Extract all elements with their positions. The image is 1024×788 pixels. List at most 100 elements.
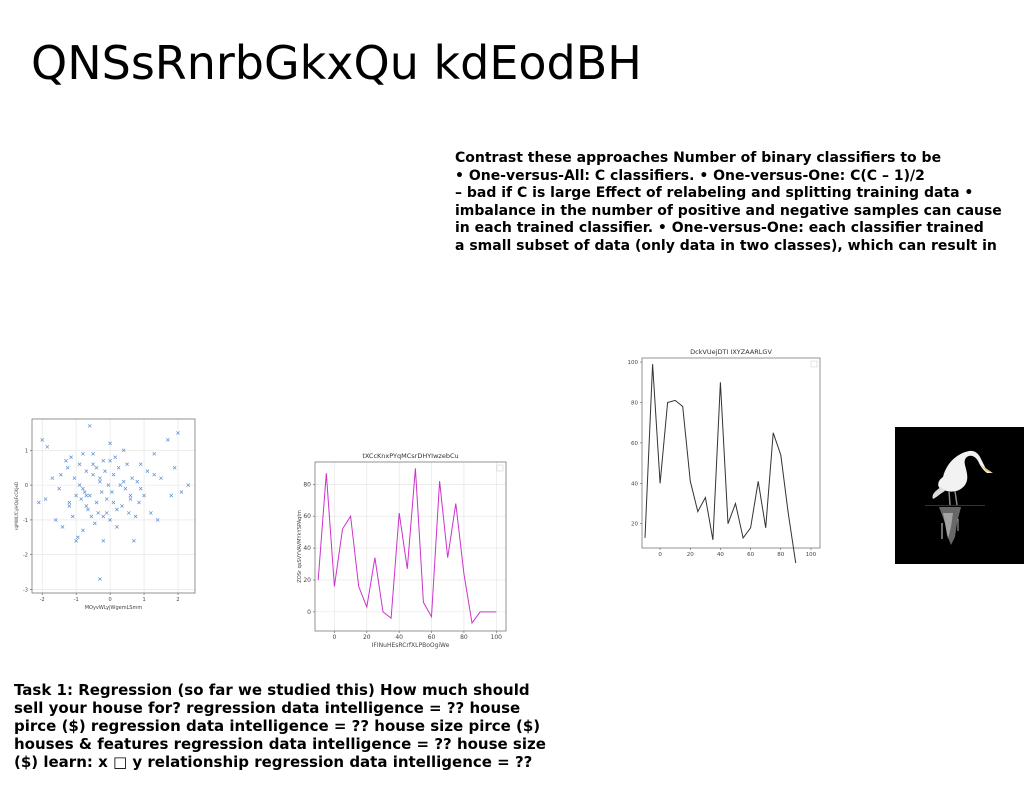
scatter-point bbox=[145, 469, 150, 474]
point-stroke bbox=[123, 486, 128, 491]
point-stroke bbox=[111, 472, 116, 477]
scatter-point bbox=[81, 528, 85, 533]
paragraph-bottom-line: houses & features regression data intell… bbox=[14, 735, 546, 753]
point-stroke bbox=[115, 507, 119, 512]
point-stroke bbox=[94, 500, 99, 505]
slide-title: QNSsRnrbGkxQu kdEodBH bbox=[31, 36, 642, 90]
y-tick-label: -1 bbox=[23, 518, 28, 524]
point-stroke bbox=[59, 472, 63, 477]
scatter-point bbox=[36, 500, 41, 505]
point-stroke bbox=[92, 521, 97, 526]
point-stroke bbox=[130, 476, 135, 481]
point-stroke bbox=[149, 511, 153, 515]
y-tick-label: 80 bbox=[631, 400, 638, 406]
y-tick-label: -3 bbox=[23, 588, 28, 594]
y-tick-label: 80 bbox=[303, 481, 311, 488]
point-stroke bbox=[138, 462, 143, 467]
scatter-point bbox=[101, 514, 106, 519]
scatter-point bbox=[169, 493, 174, 498]
point-stroke bbox=[50, 476, 55, 481]
scatter-point bbox=[70, 514, 75, 519]
scatter-point bbox=[133, 514, 138, 519]
point-stroke bbox=[65, 465, 70, 470]
point-stroke bbox=[108, 458, 112, 463]
point-stroke bbox=[101, 538, 106, 543]
paragraph-top-line: in each trained classifier. • One-versus… bbox=[455, 220, 984, 237]
point-stroke bbox=[69, 455, 73, 460]
point-stroke bbox=[81, 528, 85, 533]
point-stroke bbox=[128, 497, 133, 501]
scatter-point bbox=[128, 497, 133, 501]
scatter-point bbox=[126, 511, 131, 515]
point-stroke bbox=[104, 497, 109, 501]
plot-frame bbox=[314, 461, 507, 632]
point-stroke bbox=[142, 493, 146, 498]
scatter-point bbox=[138, 462, 143, 467]
y-tick-label: 40 bbox=[303, 545, 311, 552]
point-stroke bbox=[89, 514, 94, 519]
y-tick-label: 20 bbox=[631, 522, 638, 528]
plot-frame bbox=[641, 357, 821, 549]
scatter-point bbox=[74, 538, 78, 543]
chart-title: tXCcKnxPYqMCsrDHYIwzebCu bbox=[362, 452, 458, 460]
scatter-point bbox=[67, 500, 72, 505]
point-stroke bbox=[135, 479, 140, 484]
scatter-point bbox=[118, 483, 123, 487]
paragraph-bottom-line: Task 1: Regression (so far we studied th… bbox=[14, 681, 530, 699]
point-stroke bbox=[103, 469, 107, 474]
point-stroke bbox=[155, 518, 160, 522]
point-stroke bbox=[67, 500, 72, 505]
scatter-point bbox=[64, 458, 68, 463]
scatter-point bbox=[165, 438, 170, 442]
point-stroke bbox=[87, 493, 92, 498]
scatter-point bbox=[101, 538, 106, 543]
scatter-point bbox=[81, 451, 85, 456]
y-tick-label: 0 bbox=[307, 609, 311, 616]
y-tick-label: 40 bbox=[631, 481, 638, 487]
y-tick-label: 60 bbox=[303, 513, 311, 520]
point-stroke bbox=[109, 490, 114, 494]
point-stroke bbox=[81, 451, 85, 456]
scatter-point bbox=[72, 476, 77, 481]
scatter-point bbox=[45, 444, 50, 449]
plot-frame bbox=[31, 418, 196, 594]
point-stroke bbox=[60, 525, 65, 529]
scatter-point bbox=[121, 448, 126, 453]
point-stroke bbox=[121, 479, 126, 484]
scatter-point bbox=[87, 424, 92, 428]
scatter-point bbox=[87, 493, 92, 498]
egret-image bbox=[895, 427, 1024, 564]
x-axis-label: MOyvWLyjWgemLSmm bbox=[85, 605, 143, 611]
scatter-point bbox=[135, 479, 140, 484]
x-tick-label: 0 bbox=[658, 552, 662, 558]
scatter-point bbox=[172, 465, 177, 470]
series-line bbox=[644, 364, 797, 563]
paragraph-top-line: a small subset of data (only data in two… bbox=[455, 237, 997, 254]
point-stroke bbox=[159, 476, 163, 481]
line-chart-dark: DckVUejDTI IXYZAARLGV 0 20 40 60 80 100 20 40 60 8… bbox=[628, 348, 821, 563]
point-stroke bbox=[74, 493, 78, 498]
point-stroke bbox=[98, 479, 102, 484]
y-tick-label: -2 bbox=[23, 553, 28, 559]
point-stroke bbox=[133, 514, 138, 519]
point-stroke bbox=[108, 441, 112, 446]
x-tick-label: -2 bbox=[40, 597, 45, 603]
y-axis-label: rqMWLfCyHQqFcCKjeD bbox=[14, 481, 20, 530]
scatter-point bbox=[92, 521, 97, 526]
point-stroke bbox=[84, 493, 89, 498]
scatter-point bbox=[53, 518, 58, 522]
scatter-point bbox=[69, 455, 73, 460]
point-stroke bbox=[125, 462, 129, 467]
point-stroke bbox=[186, 483, 191, 487]
point-stroke bbox=[99, 490, 104, 494]
point-stroke bbox=[104, 511, 109, 515]
point-stroke bbox=[172, 465, 177, 470]
scatter-point bbox=[152, 451, 157, 456]
scatter-point bbox=[79, 497, 84, 501]
point-stroke bbox=[137, 500, 141, 505]
scatter-point bbox=[103, 469, 107, 474]
scatter-point bbox=[57, 486, 62, 491]
point-stroke bbox=[91, 462, 95, 467]
x-tick-label: 2 bbox=[176, 597, 179, 603]
scatter-point bbox=[77, 462, 82, 467]
